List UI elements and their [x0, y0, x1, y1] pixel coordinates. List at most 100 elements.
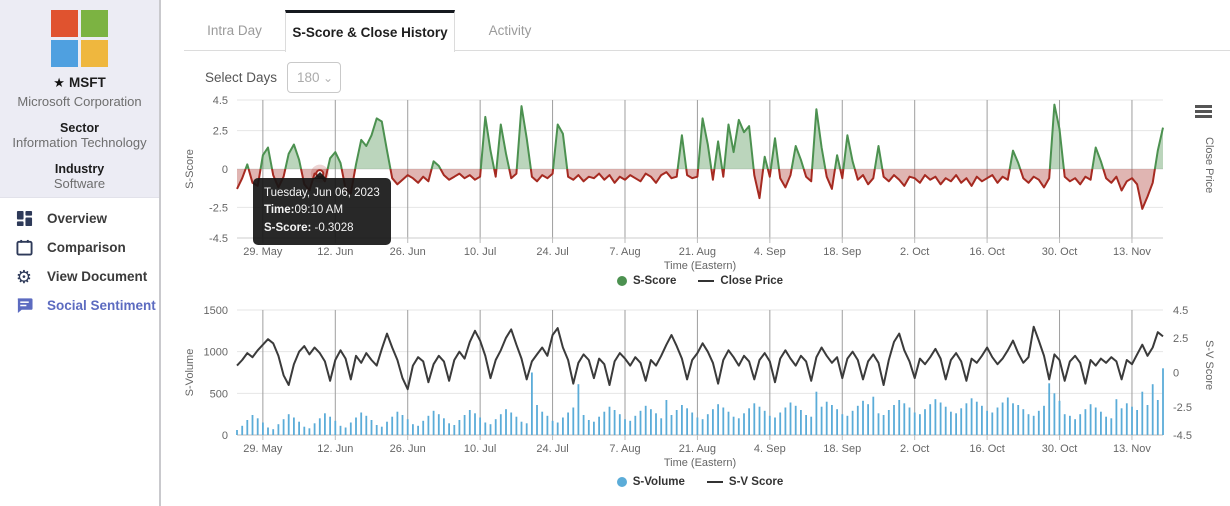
- svg-text:30. Oct: 30. Oct: [1042, 246, 1077, 258]
- industry-label: Industry: [54, 162, 105, 176]
- s-volume-chart: 1500 1000 500 0 4.5 2.5 0 -2.5 -4.5 29. May 12. Ju…: [163, 300, 1230, 506]
- s-score-series-positive: [237, 103, 1164, 169]
- gear-icon: ⚙: [15, 266, 33, 287]
- svg-text:12. Jun: 12. Jun: [317, 443, 353, 455]
- ticker-symbol: MSFT: [68, 75, 106, 90]
- svg-text:24. Jul: 24. Jul: [536, 246, 568, 258]
- main-content: Intra Day S-Score & Close History Activi…: [163, 0, 1230, 506]
- svg-text:Time (Eastern): Time (Eastern): [664, 260, 736, 272]
- svg-text:24. Jul: 24. Jul: [536, 443, 568, 455]
- svg-text:26. Jun: 26. Jun: [390, 443, 426, 455]
- sidebar-item-comparison[interactable]: Comparison: [0, 233, 159, 262]
- svg-text:16. Oct: 16. Oct: [969, 246, 1004, 258]
- svg-text:30. Oct: 30. Oct: [1042, 443, 1077, 455]
- svg-text:13. Nov: 13. Nov: [1113, 246, 1151, 258]
- svg-text:13. Nov: 13. Nov: [1113, 443, 1151, 455]
- legend-label: S-V Score: [728, 476, 784, 488]
- chart1-legend: S-Score Close Price: [237, 275, 1163, 287]
- sv-score-legend-line: [706, 480, 723, 484]
- legend-item-sv-score[interactable]: S-V Score: [706, 476, 784, 488]
- select-days-label: Select Days: [205, 70, 278, 85]
- tooltip-score: S-Score: -0.3028: [264, 221, 354, 234]
- chart-menu-icon[interactable]: [1195, 105, 1212, 120]
- sidebar-item-overview[interactable]: Overview: [0, 204, 159, 233]
- svg-text:4.5: 4.5: [213, 95, 228, 107]
- sidebar-item-label: Overview: [47, 211, 108, 226]
- svg-text:18. Sep: 18. Sep: [823, 443, 861, 455]
- svg-text:S-Volume: S-Volume: [184, 349, 196, 397]
- legend-label: S-Volume: [632, 476, 685, 488]
- s-volume-plot[interactable]: 1500 1000 500 0 4.5 2.5 0 -2.5 -4.5 29. May 12. Ju…: [163, 300, 1230, 500]
- svg-text:2. Oct: 2. Oct: [900, 443, 929, 455]
- svg-text:0: 0: [1173, 368, 1179, 380]
- company-name: Microsoft Corporation: [17, 94, 142, 109]
- svg-text:10. Jul: 10. Jul: [464, 443, 496, 455]
- svg-text:7. Aug: 7. Aug: [609, 443, 640, 455]
- svg-text:Time (Eastern): Time (Eastern): [664, 457, 736, 469]
- svg-text:-4.5: -4.5: [209, 233, 228, 245]
- chat-icon: [14, 296, 34, 316]
- svg-text:29. May: 29. May: [243, 246, 283, 258]
- svg-text:21. Aug: 21. Aug: [679, 246, 716, 258]
- svg-text:1500: 1500: [204, 305, 228, 317]
- svg-text:S-Score: S-Score: [184, 149, 196, 189]
- company-info-panel: ★ MSFT Microsoft Corporation Sector Infor…: [0, 0, 159, 198]
- svg-text:10. Jul: 10. Jul: [464, 246, 496, 258]
- svg-text:2.5: 2.5: [1173, 333, 1188, 345]
- s-volume-legend-dot: [616, 477, 627, 487]
- sidebar-item-label: Comparison: [47, 240, 126, 255]
- s-score-chart: 4.5 2.5 0 -2.5 -4.5 29. May 12. Jun 26. Jun 10. …: [163, 95, 1230, 300]
- select-days-dropdown[interactable]: 180 ⌄: [287, 62, 342, 93]
- s-score-plot[interactable]: 4.5 2.5 0 -2.5 -4.5 29. May 12. Jun 26. Jun 10. …: [163, 95, 1230, 300]
- tab-sscore-close-history[interactable]: S-Score & Close History: [285, 10, 455, 52]
- chart-tooltip: Tuesday, Jun 06, 2023 Time:09:10 AM S-Sc…: [253, 172, 391, 245]
- sidebar-nav: Overview Comparison ⚙ View Document: [0, 198, 159, 320]
- sidebar-item-view-document[interactable]: ⚙ View Document: [0, 262, 159, 291]
- tab-bar: Intra Day S-Score & Close History Activi…: [184, 10, 1230, 52]
- tooltip-time: Time:09:10 AM: [264, 204, 344, 217]
- microsoft-logo-icon: [51, 10, 108, 67]
- legend-item-close-price[interactable]: Close Price: [698, 275, 783, 287]
- svg-text:500: 500: [210, 388, 228, 400]
- ticker-row: ★ MSFT: [0, 75, 159, 91]
- svg-text:0: 0: [222, 164, 228, 176]
- tab-intra-day[interactable]: Intra Day: [207, 23, 262, 38]
- legend-label: Close Price: [720, 275, 784, 287]
- legend-label: S-Score: [632, 275, 677, 287]
- legend-item-s-score[interactable]: S-Score: [616, 275, 677, 287]
- calendar-icon: [14, 238, 34, 258]
- svg-text:29. May: 29. May: [243, 443, 283, 455]
- s-score-legend-dot: [616, 276, 627, 286]
- svg-text:4.5: 4.5: [1173, 305, 1188, 317]
- tab-activity[interactable]: Activity: [488, 23, 532, 38]
- chevron-down-icon: ⌄: [322, 70, 334, 85]
- svg-text:0: 0: [222, 430, 228, 442]
- svg-text:2. Oct: 2. Oct: [900, 246, 929, 258]
- svg-text:-2.5: -2.5: [1173, 402, 1192, 414]
- s-score-series-negative: [236, 169, 1163, 210]
- svg-text:7. Aug: 7. Aug: [609, 246, 640, 258]
- sv-score-axis-title: S-V Score: [1203, 340, 1215, 391]
- svg-text:-2.5: -2.5: [209, 202, 228, 214]
- svg-text:21. Aug: 21. Aug: [679, 443, 716, 455]
- tooltip-date: Tuesday, Jun 06, 2023: [264, 187, 380, 199]
- legend-item-s-volume[interactable]: S-Volume: [616, 476, 685, 488]
- svg-text:4. Sep: 4. Sep: [754, 246, 786, 258]
- select-days-row: Select Days 180 ⌄: [205, 62, 342, 93]
- sidebar-item-label: Social Sentiment: [47, 298, 156, 313]
- sidebar: ★ MSFT Microsoft Corporation Sector Infor…: [0, 0, 161, 506]
- svg-text:18. Sep: 18. Sep: [823, 246, 861, 258]
- close-price-legend-line: [698, 279, 715, 283]
- svg-text:1000: 1000: [204, 347, 228, 359]
- star-icon[interactable]: ★: [53, 75, 65, 90]
- select-days-value: 180: [297, 70, 320, 85]
- tooltip-caret: [313, 172, 327, 179]
- sidebar-item-social-sentiment[interactable]: Social Sentiment: [0, 291, 159, 320]
- sidebar-item-label: View Document: [47, 269, 148, 284]
- sector-label: Sector: [60, 121, 99, 135]
- close-price-axis-title: Close Price: [1203, 137, 1215, 194]
- chart2-legend: S-Volume S-V Score: [237, 476, 1163, 488]
- svg-text:16. Oct: 16. Oct: [969, 443, 1004, 455]
- industry-value: Software: [53, 176, 106, 191]
